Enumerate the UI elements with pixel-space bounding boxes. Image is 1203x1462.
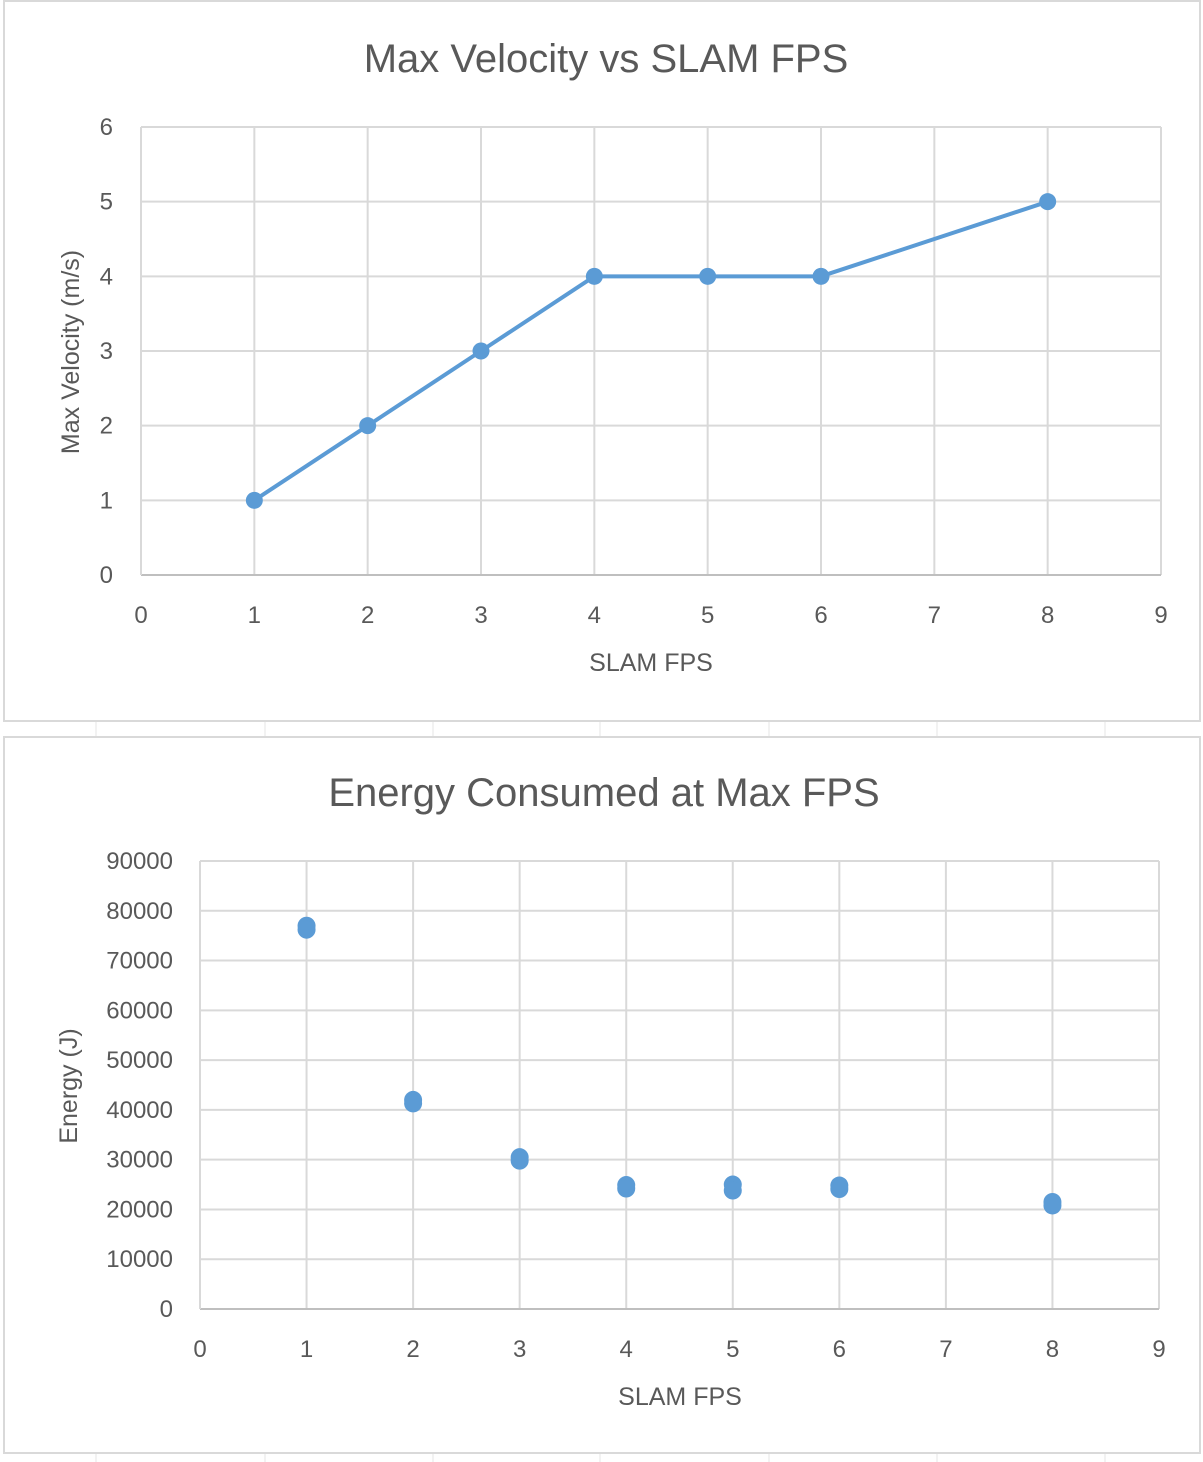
x-tick-label: 0 xyxy=(134,602,147,629)
y-tick-label: 3 xyxy=(100,338,113,365)
chart-title: Max Velocity vs SLAM FPS xyxy=(364,37,849,81)
y-tick-label: 40000 xyxy=(106,1097,173,1124)
y-tick-label: 60000 xyxy=(106,997,173,1024)
energy-chart-panel[interactable]: Energy Consumed at Max FPS 0 1 2 3 4 5 6 7 8 9 0 10… xyxy=(3,736,1201,1454)
data-point xyxy=(1039,193,1057,211)
y-tick-label: 5 xyxy=(100,189,113,216)
data-point xyxy=(404,1094,423,1113)
tick-labels: 0 1 2 3 4 5 6 7 8 9 0 1 2 3 4 5 6 xyxy=(100,114,1168,629)
x-axis-title: SLAM FPS xyxy=(589,649,713,677)
y-tick-label: 10000 xyxy=(106,1246,173,1273)
x-tick-label: 2 xyxy=(361,602,374,629)
data-point xyxy=(510,1151,529,1170)
y-tick-label: 6 xyxy=(100,114,113,141)
x-tick-label: 7 xyxy=(928,602,941,629)
grid xyxy=(200,860,1160,1309)
tick-labels: 0 1 2 3 4 5 6 7 8 9 0 10000 20000 30000 40000 50000 6000… xyxy=(106,848,1165,1363)
data-marks xyxy=(297,916,1062,1215)
grid xyxy=(141,126,1162,575)
y-tick-label: 4 xyxy=(100,263,113,290)
data-point xyxy=(830,1180,849,1199)
y-tick-label: 80000 xyxy=(106,898,173,925)
data-point xyxy=(359,417,377,435)
x-tick-label: 1 xyxy=(248,602,261,629)
x-tick-label: 9 xyxy=(1154,602,1167,629)
data-point xyxy=(723,1181,742,1200)
y-tick-label: 2 xyxy=(100,413,113,440)
data-point xyxy=(699,267,717,285)
axes xyxy=(140,127,1161,576)
x-tick-label: 4 xyxy=(620,1336,633,1363)
x-tick-label: 6 xyxy=(814,602,827,629)
y-axis-title: Max Velocity (m/s) xyxy=(57,250,85,454)
y-axis-title: Energy (J) xyxy=(55,1028,83,1143)
y-tick-label: 1 xyxy=(100,487,113,514)
x-tick-label: 5 xyxy=(726,1336,739,1363)
x-tick-label: 9 xyxy=(1152,1336,1165,1363)
axes xyxy=(199,861,1159,1310)
y-tick-label: 20000 xyxy=(106,1196,173,1223)
data-marks xyxy=(245,193,1057,509)
energy-chart: Energy Consumed at Max FPS 0 1 2 3 4 5 6 7 8 9 0 10… xyxy=(55,771,1166,1411)
data-point xyxy=(585,267,603,285)
y-tick-label: 0 xyxy=(100,562,113,589)
x-tick-label: 7 xyxy=(939,1336,952,1363)
x-tick-label: 5 xyxy=(701,602,714,629)
x-tick-label: 4 xyxy=(588,602,601,629)
y-tick-label: 50000 xyxy=(106,1047,173,1074)
data-point xyxy=(472,342,490,360)
x-tick-label: 8 xyxy=(1046,1336,1059,1363)
velocity-chart: Max Velocity vs SLAM FPS 0 1 2 3 4 5 6 7 8 9 0 1 2 3 4… xyxy=(57,37,1168,677)
x-tick-label: 3 xyxy=(513,1336,526,1363)
data-point xyxy=(297,920,316,939)
x-tick-label: 2 xyxy=(406,1336,419,1363)
chart-title: Energy Consumed at Max FPS xyxy=(328,771,879,815)
x-tick-label: 3 xyxy=(474,602,487,629)
y-tick-label: 0 xyxy=(160,1296,173,1323)
data-point xyxy=(245,491,263,509)
x-tick-label: 6 xyxy=(833,1336,846,1363)
x-tick-label: 1 xyxy=(300,1336,313,1363)
y-tick-label: 30000 xyxy=(106,1147,173,1174)
x-axis-title: SLAM FPS xyxy=(618,1383,742,1411)
velocity-chart-panel[interactable]: Max Velocity vs SLAM FPS 0 1 2 3 4 5 6 7 8 9 0 1 2 3 4… xyxy=(3,0,1201,722)
x-tick-label: 8 xyxy=(1041,602,1054,629)
y-tick-label: 70000 xyxy=(106,948,173,975)
x-tick-label: 0 xyxy=(193,1336,206,1363)
data-point xyxy=(617,1179,636,1198)
data-point xyxy=(812,267,830,285)
data-point xyxy=(1043,1196,1062,1215)
y-tick-label: 90000 xyxy=(106,848,173,875)
